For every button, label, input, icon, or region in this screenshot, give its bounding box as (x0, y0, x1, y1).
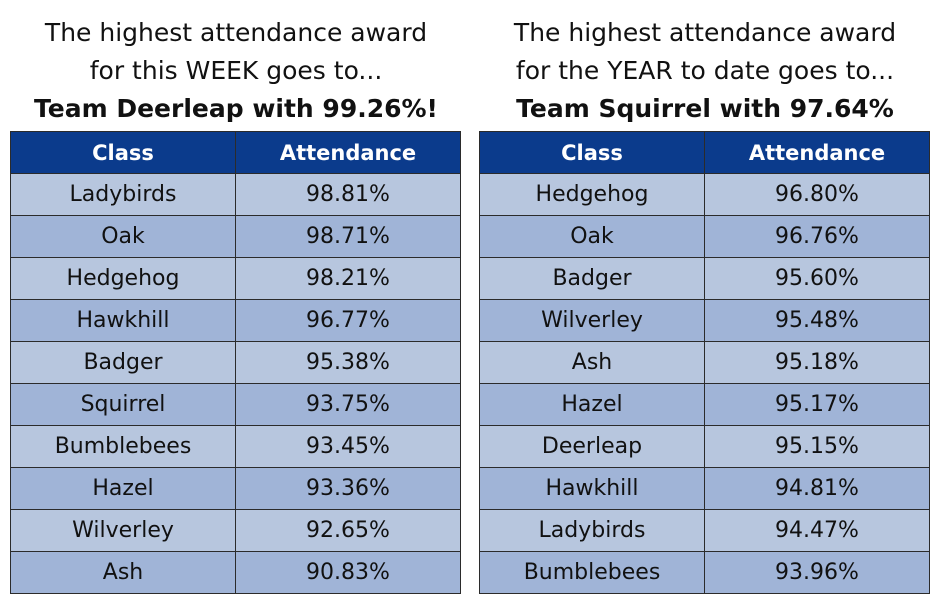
class-name-cell: Oak (479, 215, 705, 258)
table-row: Deerleap 95.15% (479, 425, 930, 468)
table-row: Bumblebees 93.45% (10, 425, 461, 468)
table-row: Oak 98.71% (10, 215, 461, 258)
table-row: Hedgehog 96.80% (479, 173, 930, 216)
yearly-heading-line-2: for the YEAR to date goes to... (515, 56, 895, 85)
attendance-cell: 96.80% (704, 173, 930, 216)
attendance-cell: 94.81% (704, 467, 930, 510)
table-row: Wilverley 95.48% (479, 299, 930, 342)
attendance-cell: 93.45% (235, 425, 461, 468)
class-column-header: Class (479, 131, 705, 174)
class-name-cell: Squirrel (10, 383, 236, 426)
class-name-cell: Deerleap (479, 425, 705, 468)
weekly-award-heading: The highest attendance award for this WE… (10, 14, 462, 128)
yearly-attendance-table: Class Attendance Hedgehog 96.80% Oak 96.76%… (479, 131, 930, 594)
attendance-cell: 93.96% (704, 551, 930, 594)
table-row: Hedgehog 98.21% (10, 257, 461, 300)
yearly-heading-line-1: The highest attendance award (513, 18, 897, 47)
attendance-cell: 98.71% (235, 215, 461, 258)
class-name-cell: Ladybirds (479, 509, 705, 552)
class-name-cell: Bumblebees (479, 551, 705, 594)
attendance-cell: 96.77% (235, 299, 461, 342)
attendance-cell: 98.81% (235, 173, 461, 216)
class-name-cell: Bumblebees (10, 425, 236, 468)
class-name-cell: Hedgehog (479, 173, 705, 216)
table-row: Bumblebees 93.96% (479, 551, 930, 594)
table-row: Ladybirds 98.81% (10, 173, 461, 216)
attendance-cell: 95.17% (704, 383, 930, 426)
weekly-heading-line-1: The highest attendance award (44, 18, 428, 47)
class-name-cell: Hazel (10, 467, 236, 510)
attendance-cell: 95.60% (704, 257, 930, 300)
yearly-award-heading: The highest attendance award for the YEA… (479, 14, 931, 128)
attendance-cell: 90.83% (235, 551, 461, 594)
table-row: Wilverley 92.65% (10, 509, 461, 552)
attendance-cell: 93.36% (235, 467, 461, 510)
yearly-winner: Team Squirrel with 97.64% (516, 94, 894, 123)
class-name-cell: Hawkhill (10, 299, 236, 342)
attendance-cell: 95.18% (704, 341, 930, 384)
table-row: Ash 95.18% (479, 341, 930, 384)
class-name-cell: Wilverley (479, 299, 705, 342)
table-header-row: Class Attendance (479, 131, 930, 174)
table-row: Hazel 93.36% (10, 467, 461, 510)
attendance-cell: 94.47% (704, 509, 930, 552)
class-name-cell: Badger (10, 341, 236, 384)
class-name-cell: Ash (479, 341, 705, 384)
attendance-column-header: Attendance (235, 131, 461, 174)
class-name-cell: Ladybirds (10, 173, 236, 216)
weekly-attendance-table: Class Attendance Ladybirds 98.81% Oak 98.71… (10, 131, 461, 594)
weekly-heading-line-2: for this WEEK goes to... (89, 56, 383, 85)
attendance-cell: 93.75% (235, 383, 461, 426)
attendance-cell: 96.76% (704, 215, 930, 258)
table-row: Hazel 95.17% (479, 383, 930, 426)
class-name-cell: Badger (479, 257, 705, 300)
table-row: Ladybirds 94.47% (479, 509, 930, 552)
table-row: Ash 90.83% (10, 551, 461, 594)
table-row: Badger 95.60% (479, 257, 930, 300)
attendance-column-header: Attendance (704, 131, 930, 174)
class-name-cell: Ash (10, 551, 236, 594)
table-row: Squirrel 93.75% (10, 383, 461, 426)
table-row: Hawkhill 94.81% (479, 467, 930, 510)
attendance-cell: 95.48% (704, 299, 930, 342)
yearly-award-panel: The highest attendance award for the YEA… (479, 0, 931, 594)
attendance-cell: 92.65% (235, 509, 461, 552)
weekly-award-panel: The highest attendance award for this WE… (10, 0, 462, 594)
attendance-cell: 95.15% (704, 425, 930, 468)
table-row: Badger 95.38% (10, 341, 461, 384)
attendance-cell: 98.21% (235, 257, 461, 300)
class-name-cell: Hedgehog (10, 257, 236, 300)
weekly-winner: Team Deerleap with 99.26%! (34, 94, 438, 123)
class-name-cell: Oak (10, 215, 236, 258)
class-column-header: Class (10, 131, 236, 174)
table-row: Hawkhill 96.77% (10, 299, 461, 342)
table-row: Oak 96.76% (479, 215, 930, 258)
attendance-cell: 95.38% (235, 341, 461, 384)
class-name-cell: Wilverley (10, 509, 236, 552)
class-name-cell: Hawkhill (479, 467, 705, 510)
table-header-row: Class Attendance (10, 131, 461, 174)
class-name-cell: Hazel (479, 383, 705, 426)
